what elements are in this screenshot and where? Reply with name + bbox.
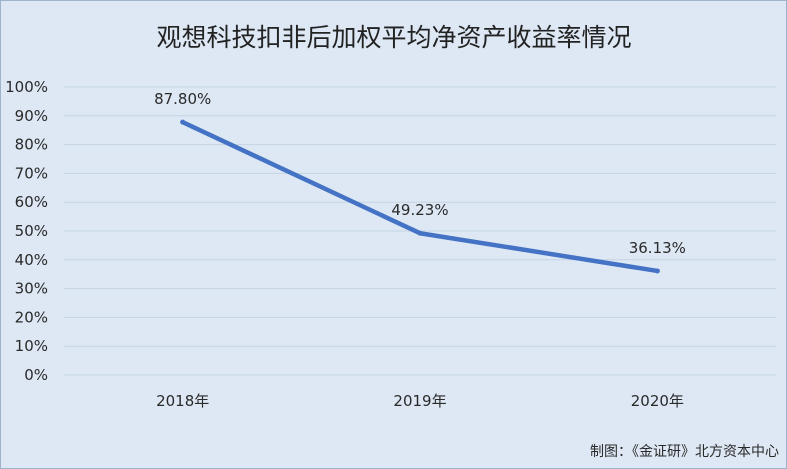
source-credit: 制图：《金证研》北方资本中心: [590, 444, 779, 460]
chart-title: 观想科技扣非后加权平均净资产收益率情况: [156, 23, 631, 52]
y-tick-label: 40%: [15, 251, 48, 269]
y-tick-label: 30%: [15, 280, 48, 298]
y-tick-label: 100%: [5, 78, 48, 96]
series-layer: [180, 119, 660, 274]
y-tick-label: 80%: [15, 136, 48, 154]
data-label: 87.80%: [154, 90, 211, 108]
data-point: [654, 268, 660, 274]
y-tick-label: 20%: [15, 308, 48, 326]
y-tick-label: 90%: [15, 107, 48, 125]
y-tick-label: 60%: [15, 193, 48, 211]
x-tick-label: 2020年: [631, 392, 684, 410]
y-tick-label: 10%: [15, 337, 48, 355]
y-axis-labels: 0% 10% 20% 30% 40% 50% 60% 70% 80% 90% 100%: [5, 78, 48, 384]
y-tick-label: 0%: [24, 366, 48, 384]
data-point: [180, 119, 186, 125]
data-labels: 87.80% 49.23% 36.13%: [154, 90, 686, 257]
y-tick-label: 50%: [15, 222, 48, 240]
data-label: 36.13%: [629, 239, 686, 257]
data-point: [417, 230, 423, 236]
x-axis-labels: 2018年 2019年 2020年: [156, 392, 684, 410]
gridlines: [64, 86, 776, 376]
x-tick-label: 2019年: [393, 392, 446, 410]
y-tick-label: 70%: [15, 164, 48, 182]
data-label: 49.23%: [391, 201, 448, 219]
x-tick-label: 2018年: [156, 392, 209, 410]
